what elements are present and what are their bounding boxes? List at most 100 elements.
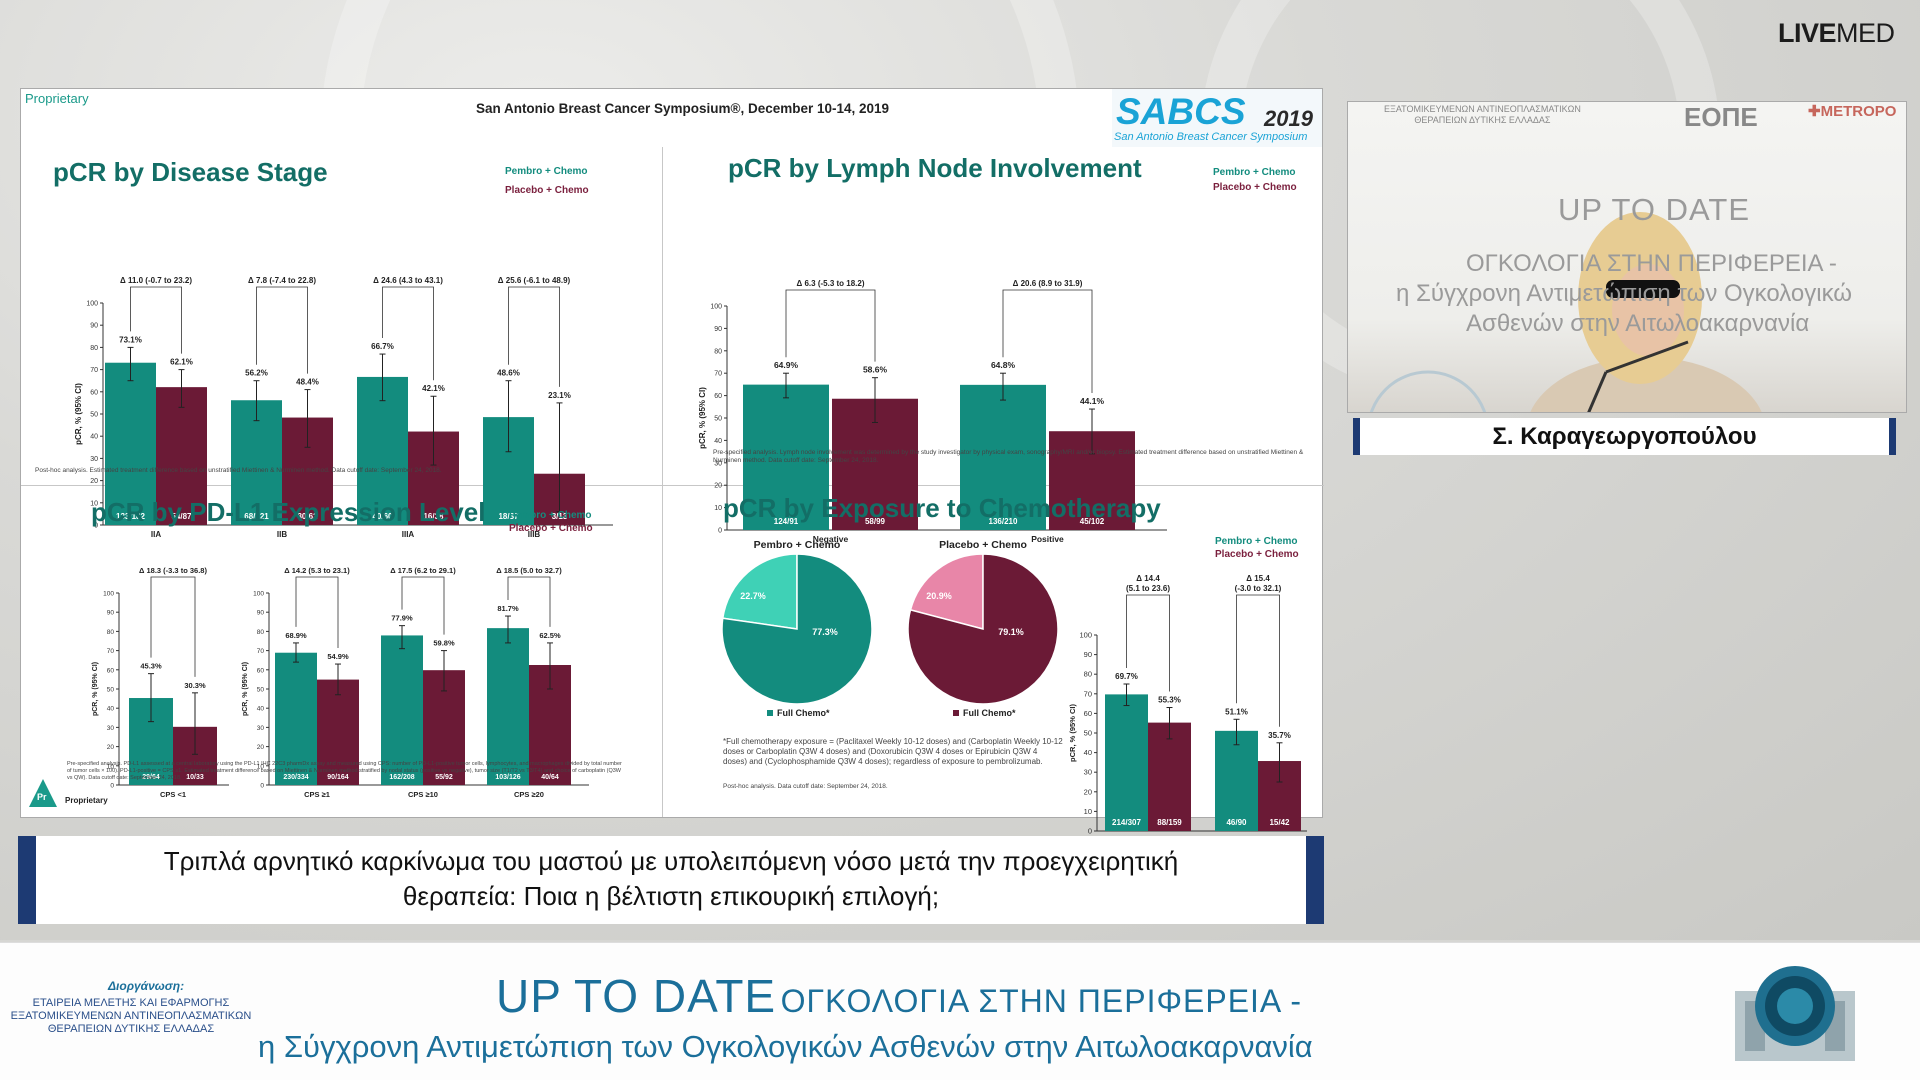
category-label: IIB	[277, 530, 287, 539]
n-label: 230/334	[283, 774, 308, 781]
y-tick-label: 60	[257, 667, 265, 674]
y-tick-label: 40	[107, 706, 115, 713]
delta-bracket	[507, 576, 551, 627]
category-label: CPS <1	[160, 790, 186, 799]
bar-pembro	[105, 362, 156, 525]
pr-logo	[29, 779, 57, 807]
eope-logo: ΕΟΠΕ	[1684, 102, 1758, 132]
delta-label: (5.1 to 23.6)	[1126, 584, 1170, 593]
footnote: *Full chemotherapy exposure = (Paclitaxe…	[723, 737, 1063, 766]
n-label: 18/37	[498, 512, 519, 521]
pr-proprietary-label: Proprietary	[65, 796, 108, 805]
legend: Pembro + Chemo Placebo + Chemo	[505, 162, 589, 200]
data-label: 42.1%	[422, 384, 445, 393]
y-tick-label: 100	[103, 591, 114, 598]
y-tick-label: 0	[110, 783, 114, 790]
y-tick-label: 100	[253, 591, 264, 598]
y-tick-label: 70	[1084, 689, 1092, 698]
delta-bracket	[382, 286, 434, 381]
bar-pembro	[357, 376, 408, 525]
delta-bracket	[401, 576, 445, 635]
bar-placebo	[1148, 722, 1191, 831]
y-tick-label: 10	[257, 763, 265, 770]
pie-label-full-chemo: 77.3%	[812, 627, 838, 637]
panel-divider-horizontal	[21, 485, 1324, 486]
delta-bracket	[1236, 594, 1280, 727]
livemed-logo: LIVEMED	[1778, 18, 1895, 48]
y-axis-label: pCR, % (95% CI)	[242, 662, 249, 716]
category-label: IIA	[151, 530, 161, 539]
panel-title-disease-stage: pCR by Disease Stage	[53, 157, 328, 187]
y-tick-label: 80	[107, 629, 115, 636]
slide-header: San Antonio Breast Cancer Symposium®, De…	[475, 101, 890, 116]
bar-pembro	[487, 628, 529, 785]
pie-slice-other	[721, 553, 798, 630]
delta-label: Δ 14.4	[1136, 574, 1160, 583]
y-tick-label: 90	[107, 610, 115, 617]
pie-legend-swatch	[953, 710, 959, 716]
sabcs-logo-year: 2019	[1264, 106, 1313, 131]
category-label: CPS ≥20	[514, 790, 544, 799]
legend-pembro: Pembro + Chemo	[1215, 536, 1298, 547]
y-tick-label: 40	[257, 706, 265, 713]
backdrop-title: UP TO DATE	[1558, 192, 1751, 227]
delta-label: (-3.0 to 32.1)	[1235, 584, 1282, 593]
y-tick-label: 0	[1088, 827, 1092, 836]
y-tick-label: 50	[107, 687, 115, 694]
n-label: 40/60	[372, 512, 393, 521]
delta-bracket	[256, 286, 308, 374]
category-label: IIIA	[402, 530, 415, 539]
pie-slice-other	[909, 553, 984, 630]
data-label: 55.3%	[1158, 696, 1181, 705]
event-title-rest: ΟΓΚΟΛΟΓΙΑ ΣΤΗΝ ΠΕΡΙΦΕΡΕΙΑ -	[780, 983, 1303, 1019]
speaker-video: ΕΞΑΤΟΜΙΚΕΥΜΕΝΩΝ ΑΝΤΙΝΕΟΠΛΑΣΜΑΤΙΚΩΝ ΘΕΡΑΠ…	[1347, 101, 1907, 413]
legend-pembro: Pembro + Chemo	[505, 166, 588, 177]
y-tick-label: 90	[714, 326, 722, 333]
y-tick-label: 0	[94, 523, 98, 530]
n-label: 15/42	[1269, 818, 1290, 827]
data-label: 54.9%	[327, 652, 349, 661]
y-axis-label: pCR, % (95% CI)	[92, 662, 99, 716]
organizer-label: Διοργάνωση:	[108, 979, 185, 993]
delta-label: Δ 15.4	[1246, 574, 1270, 583]
sabcs-logo: SABCS 2019 San Antonio Breast Cancer Sym…	[1112, 89, 1322, 147]
n-label: 88/159	[1157, 818, 1182, 827]
backdrop-line-1: ΟΓΚΟΛΟΓΙΑ ΣΤΗΝ ΠΕΡΙΦΕΡΕΙΑ -	[1466, 250, 1837, 277]
data-label: 30.3%	[184, 681, 206, 690]
y-axis-label: pCR, % (95% CI)	[698, 387, 707, 449]
data-label: 68.9%	[285, 631, 307, 640]
delta-bracket	[1002, 289, 1093, 394]
pie-title: Pembro + Chemo	[754, 539, 841, 551]
chart-chemo-exposure-pies: 77.3% 22.7% Pembro + Chemo Full Chemo* 79.1%…	[721, 539, 1059, 718]
delta-bracket	[508, 286, 560, 387]
y-tick-label: 10	[107, 763, 115, 770]
y-tick-label: 100	[86, 301, 98, 308]
y-tick-label: 70	[714, 371, 722, 378]
delta-bracket	[150, 576, 196, 677]
y-tick-label: 60	[1084, 709, 1092, 718]
delta-label: Δ 14.2 (5.3 to 23.1)	[284, 566, 350, 575]
pie-slice-full-chemo	[721, 553, 873, 705]
panel-divider-vertical	[662, 147, 663, 817]
y-tick-label: 80	[714, 348, 722, 355]
delta-label: Δ 11.0 (-0.7 to 23.2)	[120, 276, 192, 285]
y-axis-label: pCR, % (95% CI)	[74, 383, 83, 445]
n-label: 124/91	[774, 517, 799, 526]
delta-label: Δ 25.6 (-6.1 to 48.9)	[498, 276, 571, 285]
chart-lymph-node: 0 10 20 30 40 50 60 70 80 90 100 pCR, % (95% CI) 64.…	[698, 279, 1167, 544]
event-title: UP TO DATE ΟΓΚΟΛΟΓΙΑ ΣΤΗΝ ΠΕΡΙΦΕΡΕΙΑ -	[496, 969, 1302, 1023]
y-tick-label: 30	[107, 725, 115, 732]
proprietary-label: Proprietary	[25, 91, 89, 106]
data-label: 64.9%	[774, 360, 799, 370]
sabcs-logo-text: SABCS	[1116, 91, 1246, 132]
delta-bracket	[295, 576, 339, 649]
pie-slice-full-chemo	[907, 553, 1059, 705]
data-label: 62.5%	[539, 631, 561, 640]
n-label: 214/307	[1112, 818, 1141, 827]
event-emblem-icon	[1735, 966, 1855, 1061]
footnote: Pre-specified analysis. Lymph node invol…	[713, 449, 1304, 464]
data-label: 35.7%	[1268, 731, 1291, 740]
legend: Pembro + Chemo Placebo + Chemo	[1213, 165, 1297, 195]
legend-placebo: Placebo + Chemo	[1215, 549, 1299, 560]
y-tick-label: 50	[257, 687, 265, 694]
